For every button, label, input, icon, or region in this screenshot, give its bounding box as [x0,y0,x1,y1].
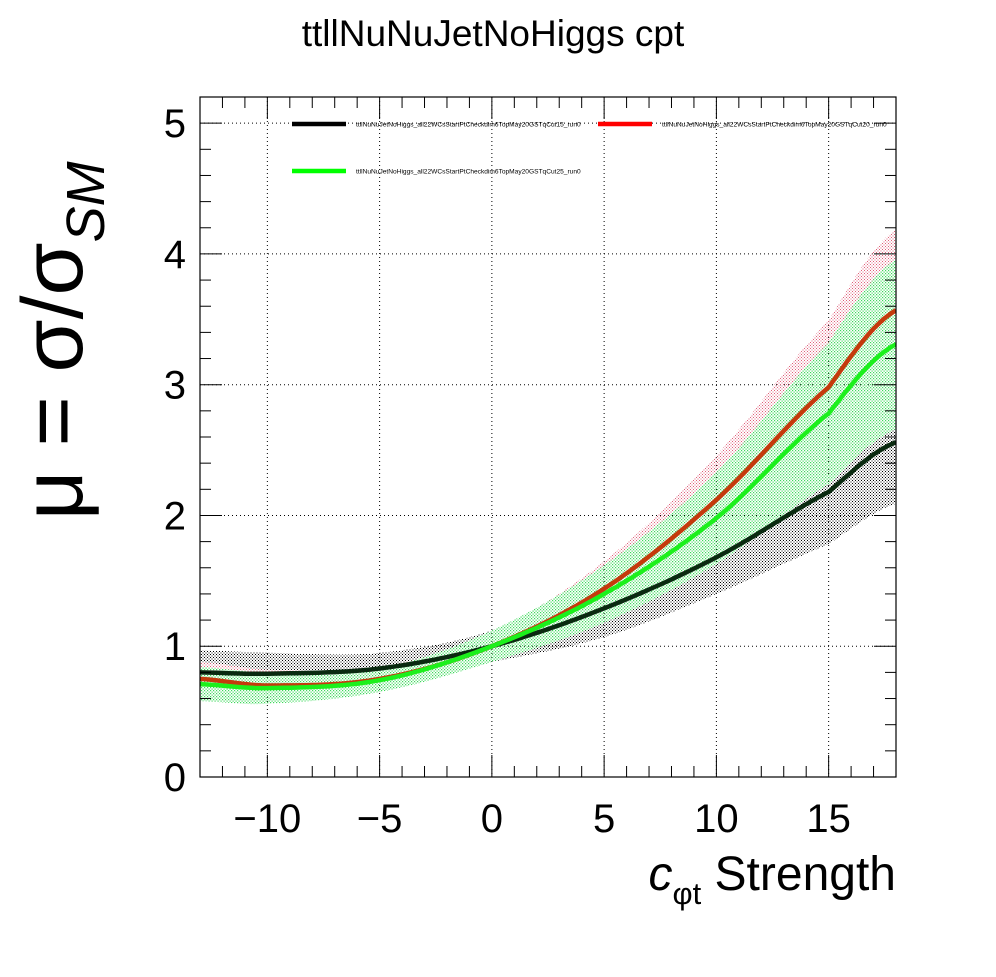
axes-ticks [199,96,897,778]
x-axis-label-main: c [648,848,672,901]
chart-title: ttllNuNuJetNoHiggs cpt [302,13,685,54]
band-series-3 [200,259,896,705]
x-axis-label-suffix: Strength [701,848,896,901]
line-series-3 [200,342,896,691]
x-tick-label: −5 [357,797,403,841]
x-tick-label: 0 [481,797,503,841]
y-tick-label: 1 [164,625,186,669]
y-tick-label: 2 [164,494,186,538]
x-tick-label: −10 [233,797,301,841]
x-tick-label: 10 [694,797,739,841]
tick-labels: −10 −5 0 5 10 15 0 1 2 3 4 5 [164,102,851,841]
y-tick-label: 0 [164,756,186,800]
y-tick-label: 4 [164,233,186,277]
series-lines [200,308,896,691]
legend: ttllNuNuJetNoHiggs_all22WCsStartPtCheckd… [292,122,887,176]
y-axis-label-prefix: μ = σ/σ [5,242,101,520]
y-tick-label: 5 [164,102,186,146]
x-axis-label-subscript: φt [672,876,701,911]
y-tick-label: 3 [164,364,186,408]
x-axis-label: cφt Strength [648,848,896,911]
line-series-1 [200,440,896,677]
y-axis-label: μ = σ/σSM [5,161,116,520]
legend-label-1: ttllNuNuJetNoHiggs_all22WCsStartPtCheckd… [356,122,581,129]
x-tick-label: 5 [593,797,615,841]
uncertainty-bands [200,229,896,705]
legend-label-2: ttllNuNuJetNoHiggs_all22WCsStartPtCheckd… [662,122,887,129]
legend-label-3: ttllNuNuJetNoHiggs_all22WCsStartPtCheckd… [356,169,581,176]
x-tick-label: 15 [806,797,851,841]
y-axis-label-subscript: SM [56,161,116,242]
